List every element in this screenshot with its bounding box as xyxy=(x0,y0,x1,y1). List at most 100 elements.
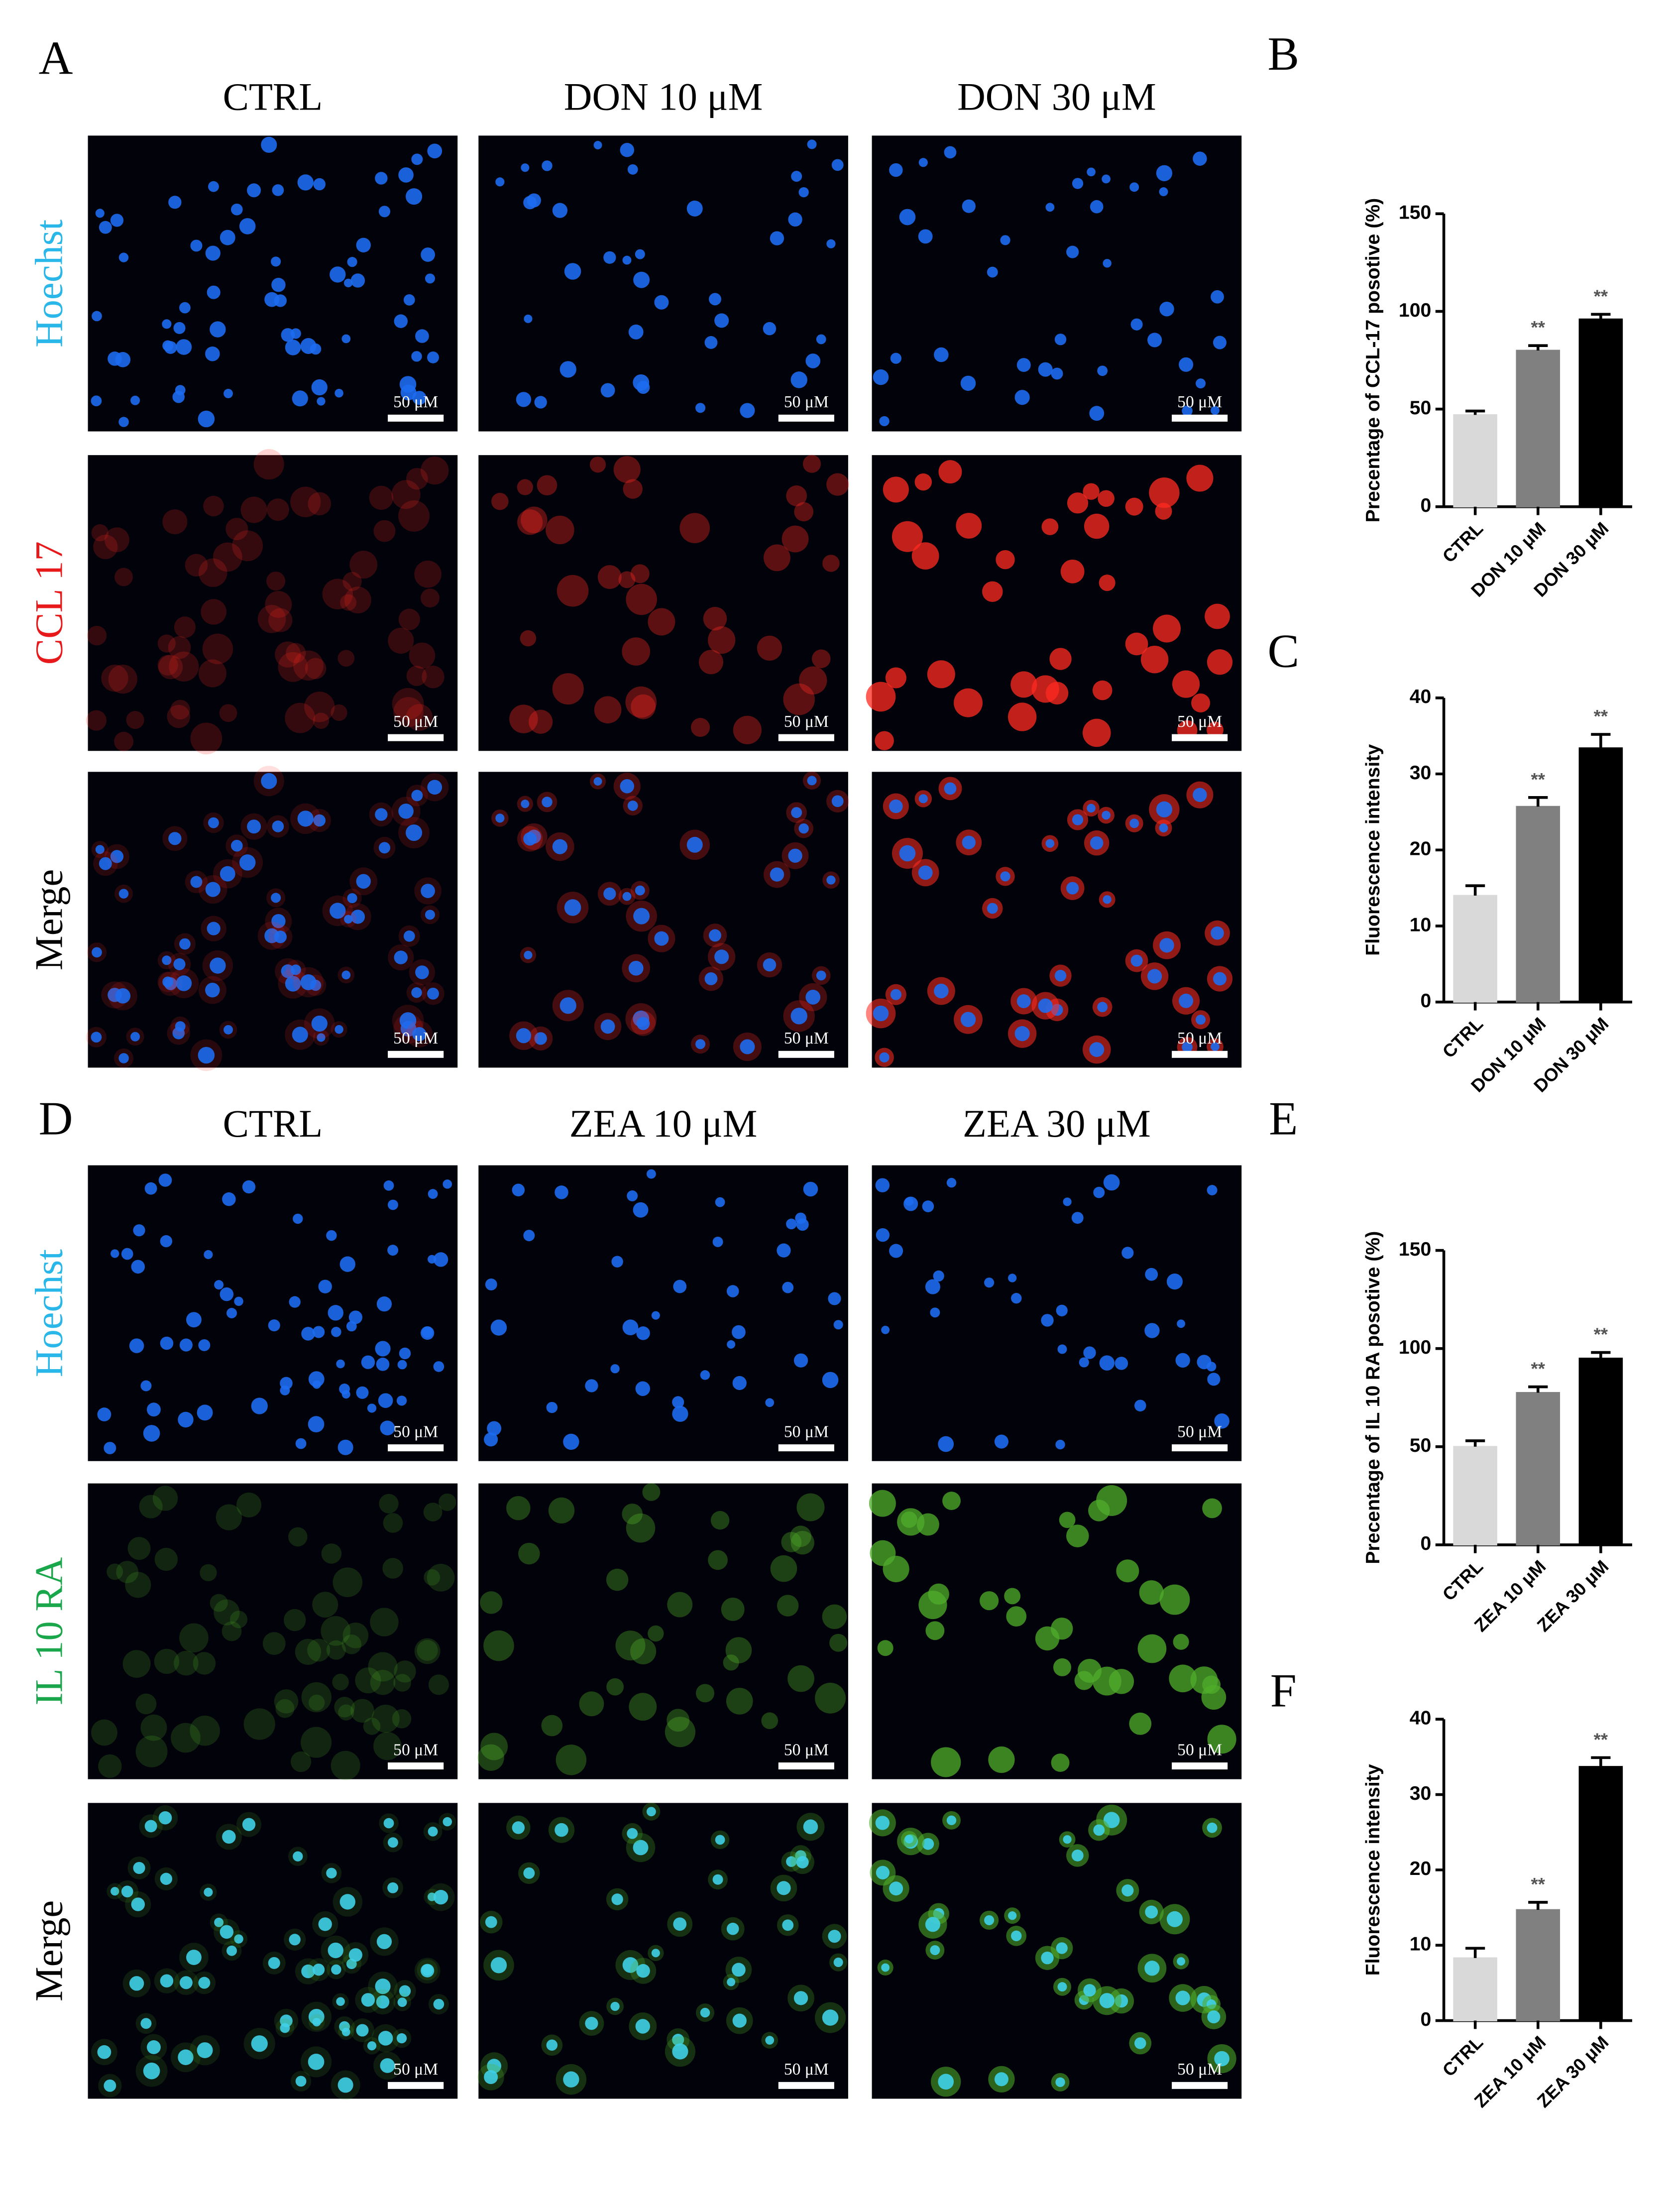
nucleus xyxy=(326,1867,337,1878)
micrograph: 50 μM xyxy=(869,1803,1242,2099)
nucleus xyxy=(1196,378,1206,389)
scale-bar-label: 50 μM xyxy=(1177,712,1222,731)
nucleus xyxy=(822,2009,839,2026)
stained-cell xyxy=(622,637,651,666)
nucleus xyxy=(1177,1319,1186,1328)
nucleus xyxy=(622,1319,639,1335)
stained-cell xyxy=(931,1747,961,1777)
nucleus xyxy=(790,371,807,388)
micrograph: 50 μM xyxy=(88,135,458,432)
nucleus xyxy=(1207,1373,1221,1386)
stained-cell xyxy=(369,485,394,510)
stained-cell xyxy=(1067,492,1089,514)
nucleus xyxy=(796,1218,809,1231)
nucleus xyxy=(1008,1274,1017,1282)
column-header: CTRL xyxy=(223,1102,323,1145)
scale-bar xyxy=(1172,1762,1228,1770)
nucleus xyxy=(805,353,821,368)
nucleus xyxy=(1066,882,1079,895)
nucleus xyxy=(1057,1344,1067,1354)
nucleus xyxy=(91,1032,102,1043)
nucleus xyxy=(1014,390,1030,405)
nucleus xyxy=(1182,405,1193,417)
nucleus xyxy=(251,2035,268,2052)
nucleus xyxy=(831,795,844,808)
y-tick-label: 30 xyxy=(1410,762,1432,784)
nucleus xyxy=(603,251,616,264)
nucleus xyxy=(311,1015,328,1032)
stained-cell xyxy=(373,520,396,542)
scale-bar xyxy=(778,414,834,422)
stained-cell xyxy=(266,498,289,521)
nucleus xyxy=(95,209,105,218)
nucleus xyxy=(635,2019,650,2034)
nucleus xyxy=(791,171,802,182)
stained-cell xyxy=(91,1719,117,1746)
nucleus xyxy=(179,938,191,950)
nucleus xyxy=(1156,165,1173,181)
nucleus xyxy=(361,1993,375,2007)
x-tick-label: CTRL xyxy=(1439,1556,1487,1605)
nucleus xyxy=(1134,1399,1146,1412)
significance: ** xyxy=(1594,286,1608,306)
nucleus xyxy=(593,141,602,149)
nucleus xyxy=(378,206,391,218)
nucleus xyxy=(485,1916,497,1928)
nucleus xyxy=(635,249,645,259)
bar xyxy=(1516,349,1561,508)
nucleus xyxy=(672,1405,688,1422)
nucleus xyxy=(129,1976,144,1991)
stained-cell xyxy=(179,1623,209,1653)
nucleus xyxy=(1093,1824,1105,1836)
scale-bar xyxy=(1172,734,1228,741)
stained-cell xyxy=(589,457,606,473)
stained-cell xyxy=(222,1621,242,1641)
nucleus xyxy=(271,278,286,292)
nucleus xyxy=(348,1310,362,1324)
nucleus xyxy=(143,2062,160,2080)
row-label: Merge xyxy=(27,869,71,970)
stained-cell xyxy=(394,1660,416,1683)
nucleus xyxy=(1177,1957,1186,1966)
stained-cell xyxy=(626,1513,656,1543)
nucleus xyxy=(627,1828,638,1839)
nucleus xyxy=(1159,302,1174,317)
nucleus xyxy=(487,2059,502,2074)
nucleus xyxy=(938,1436,954,1452)
nucleus xyxy=(317,1033,326,1042)
nucleus xyxy=(118,252,129,262)
stained-cell xyxy=(1155,502,1172,520)
nucleus xyxy=(425,910,435,920)
stained-cell xyxy=(826,473,849,496)
nucleus xyxy=(1063,1835,1072,1844)
nucleus xyxy=(628,324,644,340)
stained-cell xyxy=(414,561,442,588)
nucleus xyxy=(1055,2077,1065,2087)
stained-cell xyxy=(597,565,622,589)
nucleus xyxy=(628,960,644,976)
nucleus xyxy=(428,1189,438,1199)
nucleus xyxy=(285,340,301,355)
row-label: Merge xyxy=(27,1900,71,2001)
stained-cell xyxy=(268,608,293,632)
stained-cell xyxy=(391,480,421,509)
nucleus xyxy=(833,1958,843,1968)
nucleus xyxy=(443,1817,452,1827)
nucleus xyxy=(289,1934,301,1946)
nucleus xyxy=(271,914,286,929)
nucleus xyxy=(490,1957,507,1974)
nucleus xyxy=(610,1364,620,1374)
stained-cell xyxy=(274,1689,299,1714)
y-tick-label: 30 xyxy=(1410,1782,1432,1804)
nucleus xyxy=(1097,1002,1108,1013)
nucleus xyxy=(427,143,443,159)
nucleus xyxy=(807,776,817,786)
panel-letter: B xyxy=(1268,27,1300,80)
y-tick-label: 100 xyxy=(1399,299,1431,321)
nucleus xyxy=(160,1974,174,1988)
stained-cell xyxy=(927,660,955,689)
nucleus xyxy=(803,1819,818,1834)
nucleus xyxy=(99,857,112,870)
nucleus xyxy=(1016,358,1031,372)
stained-cell xyxy=(420,588,440,608)
